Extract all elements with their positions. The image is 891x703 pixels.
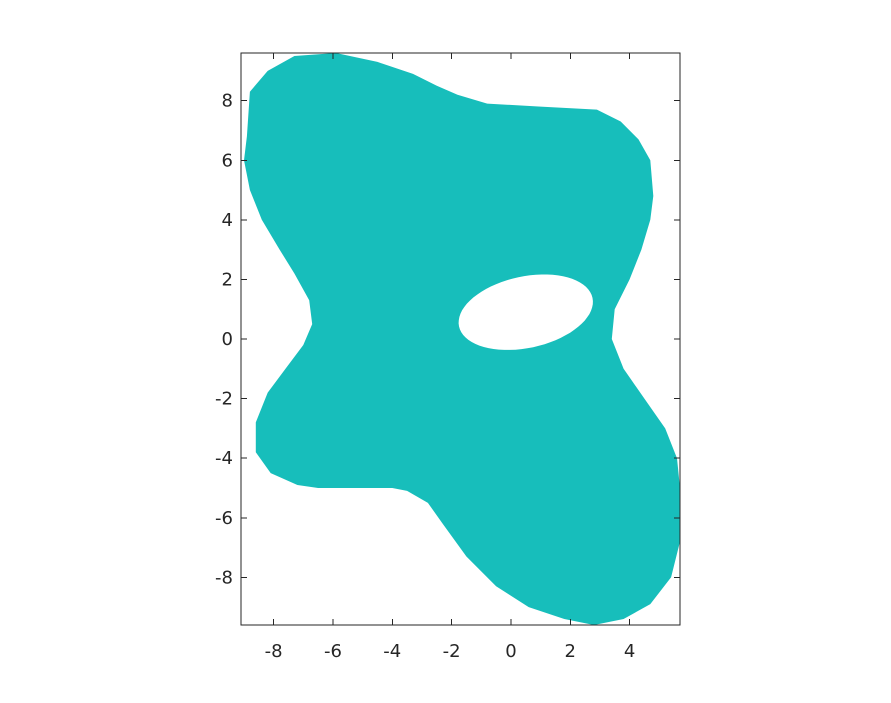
y-tick-label: -2 xyxy=(215,389,233,410)
filled-region xyxy=(244,53,680,625)
x-axis-ticks: -8 -6 -4 -2 0 2 4 xyxy=(265,53,635,662)
y-tick-label: 8 xyxy=(222,91,233,112)
x-tick-label: -2 xyxy=(443,641,461,662)
y-axis-ticks: -8 -6 -4 -2 0 2 4 6 8 xyxy=(215,91,680,588)
y-tick-label: -6 xyxy=(215,508,233,529)
x-tick-label: -8 xyxy=(265,641,283,662)
y-tick-label: 0 xyxy=(222,329,233,350)
filled-region-group xyxy=(244,53,680,625)
y-tick-label: -8 xyxy=(215,567,233,588)
x-tick-label: 4 xyxy=(624,641,635,662)
x-tick-label: 0 xyxy=(505,641,516,662)
y-tick-label: 4 xyxy=(222,210,233,231)
x-tick-label: 2 xyxy=(565,641,576,662)
y-tick-label: 6 xyxy=(222,150,233,171)
x-tick-label: -6 xyxy=(324,641,342,662)
y-tick-label: -4 xyxy=(215,448,233,469)
y-tick-label: 2 xyxy=(222,269,233,290)
x-tick-label: -4 xyxy=(383,641,401,662)
